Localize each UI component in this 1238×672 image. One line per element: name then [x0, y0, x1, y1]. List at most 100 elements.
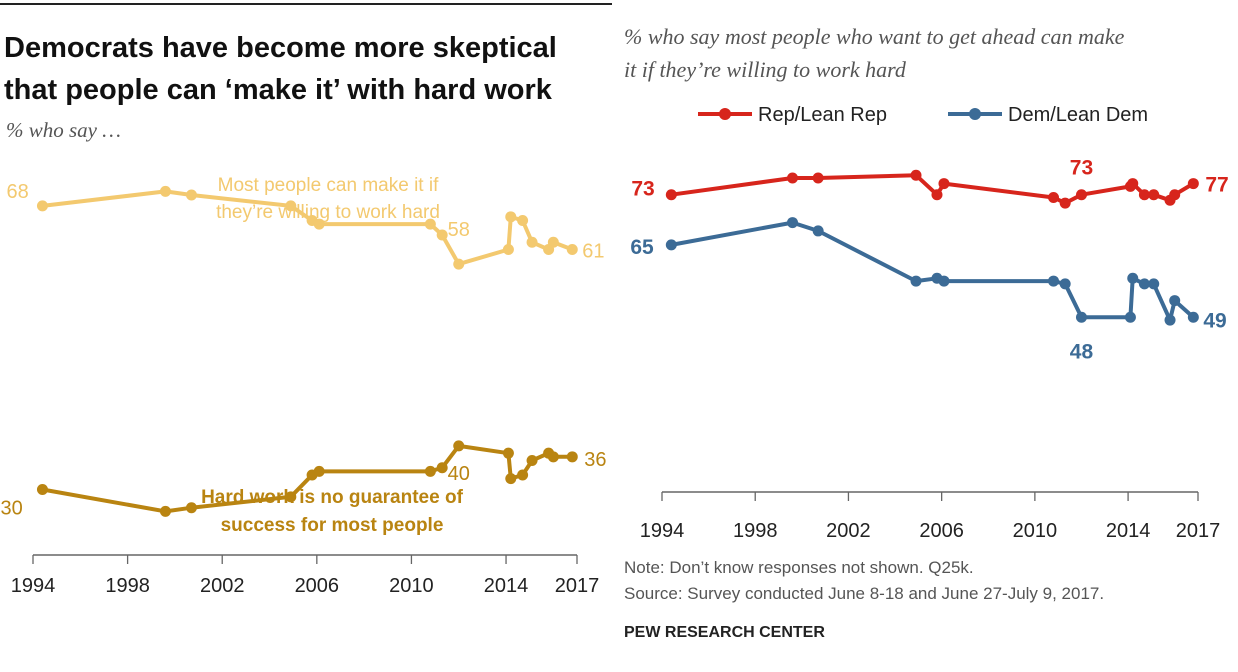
left-series-1-point	[285, 491, 297, 503]
left-series-1-point	[547, 451, 559, 463]
legend-swatch-marker-1	[969, 108, 981, 120]
right-series-0-value-label: 73	[631, 178, 654, 201]
left-series-0-value-label: 58	[448, 219, 470, 241]
source-text: Source: Survey conducted June 8-18 and J…	[624, 584, 1105, 603]
left-x-tick-label-2010: 2010	[389, 575, 434, 597]
right-x-tick-label-1994: 1994	[640, 520, 685, 542]
left-series-1-value-label: 40	[448, 463, 470, 485]
right-series-1-point	[665, 239, 677, 251]
right-series-0-point	[1187, 178, 1199, 190]
left-series-1-point	[502, 447, 514, 459]
right-x-tick-label-1998: 1998	[733, 520, 778, 542]
left-x-tick-label-2006: 2006	[295, 575, 340, 597]
right-x-tick-label-2010: 2010	[1013, 520, 1058, 542]
title-line-1: Democrats have become more skeptical	[4, 32, 557, 64]
right-series-1-value-label: 49	[1203, 309, 1226, 332]
right-series-1-point	[1148, 278, 1160, 290]
right-series-1-point	[1187, 311, 1199, 323]
left-series-1-label-line-1: Hard work is no guarantee of	[201, 487, 463, 508]
right-series-1-point	[1127, 272, 1139, 284]
right-series-1-point	[787, 217, 799, 229]
note-text: Note: Don’t know responses not shown. Q2…	[624, 558, 974, 577]
right-series-0-line	[669, 173, 1196, 206]
right-subtitle-line-1: % who say most people who want to get ah…	[624, 24, 1125, 49]
right-series-0-point	[787, 172, 799, 184]
title-line-2: that people can ‘make it’ with hard work	[4, 74, 552, 106]
right-series-1-point	[1169, 295, 1181, 307]
right-series-0-point	[812, 172, 824, 184]
left-series-0-point	[547, 236, 559, 248]
left-series-0-point	[502, 244, 514, 256]
right-series-0-point	[931, 189, 943, 201]
left-series-0-value-label: 61	[582, 241, 604, 263]
left-series-1-point	[453, 440, 465, 452]
right-series-1-value-label: 48	[1070, 340, 1094, 363]
right-subtitle-line-2: it if they’re willing to work hard	[624, 57, 906, 82]
right-series-0-point	[1148, 189, 1160, 201]
left-x-tick-label-2014: 2014	[484, 575, 529, 597]
left-x-tick-label-2017: 2017	[555, 575, 600, 597]
left-series-1-point	[517, 469, 529, 481]
left-series-1-value-label: 30	[0, 498, 22, 520]
left-x-tick-label-1994: 1994	[11, 575, 56, 597]
right-series-1-value-label: 65	[630, 236, 654, 259]
left-series-1-point	[424, 465, 436, 477]
right-series-0-point	[1075, 189, 1087, 201]
right-series-0-point	[1048, 192, 1060, 203]
title-rule	[0, 3, 612, 5]
left-series-0-point	[453, 258, 465, 270]
right-series-0-value-label: 73	[1070, 157, 1093, 180]
chart-title: Democrats have become more skeptical tha…	[4, 27, 616, 111]
right-series-1-point	[1164, 314, 1176, 326]
left-x-tick-label-2002: 2002	[200, 575, 245, 597]
right-series-0-point	[1059, 197, 1071, 209]
right-series-1-point	[1059, 278, 1071, 290]
legend-label-0: Rep/Lean Rep	[758, 104, 887, 126]
right-series-0-point	[1138, 189, 1150, 201]
left-series-0-point	[36, 200, 48, 212]
legend-label-1: Dem/Lean Dem	[1008, 104, 1148, 126]
left-series-1-point	[566, 451, 578, 463]
left-series-1-label-line-2: success for most people	[221, 515, 444, 536]
right-series-1-point	[1124, 311, 1136, 323]
right-series-1-point	[1138, 278, 1150, 290]
right-chart-subtitle: % who say most people who want to get ah…	[624, 20, 1236, 86]
organization-name: PEW RESEARCH CENTER	[624, 624, 825, 641]
left-series-0-point	[505, 211, 517, 223]
left-series-1-point	[436, 462, 448, 474]
left-series-0-point	[185, 189, 197, 201]
right-series-0-point	[1169, 189, 1181, 201]
right-series-0-value-label: 77	[1205, 174, 1228, 197]
right-series-0-point	[910, 169, 922, 181]
left-series-1-point	[185, 502, 197, 514]
right-x-tick-label-2014: 2014	[1106, 520, 1151, 542]
left-series-1-line	[40, 443, 575, 514]
left-series-0-value-label: 68	[6, 181, 28, 203]
left-series-0-point	[424, 218, 436, 230]
right-series-1-point	[910, 275, 922, 287]
left-series-1-point	[313, 465, 325, 477]
left-series-0-point	[517, 214, 529, 226]
left-series-0-point	[566, 244, 578, 256]
right-series-1-point	[938, 275, 950, 287]
left-series-0-point	[159, 185, 171, 197]
left-series-0-point	[526, 236, 538, 248]
right-series-0-point	[665, 189, 677, 201]
legend-swatch-marker-0	[719, 108, 731, 120]
left-series-0-point	[313, 218, 325, 230]
right-x-tick-label-2017: 2017	[1176, 520, 1221, 542]
left-chart-subtitle: % who say …	[6, 118, 121, 142]
left-series-0-label-line-2: they’re willing to work hard	[216, 202, 440, 223]
left-series-0-point	[285, 200, 297, 212]
left-series-0-line	[40, 189, 575, 267]
left-series-1-point	[36, 484, 48, 496]
left-series-1-point	[505, 473, 517, 485]
right-series-0-point	[1127, 178, 1139, 190]
right-series-1-line	[669, 220, 1196, 323]
right-series-1-point	[1048, 275, 1060, 287]
left-x-tick-label-1998: 1998	[105, 575, 150, 597]
right-x-tick-label-2006: 2006	[919, 520, 964, 542]
left-series-1-point	[526, 454, 538, 466]
left-series-1-point	[159, 505, 171, 517]
right-series-1-point	[812, 225, 824, 237]
